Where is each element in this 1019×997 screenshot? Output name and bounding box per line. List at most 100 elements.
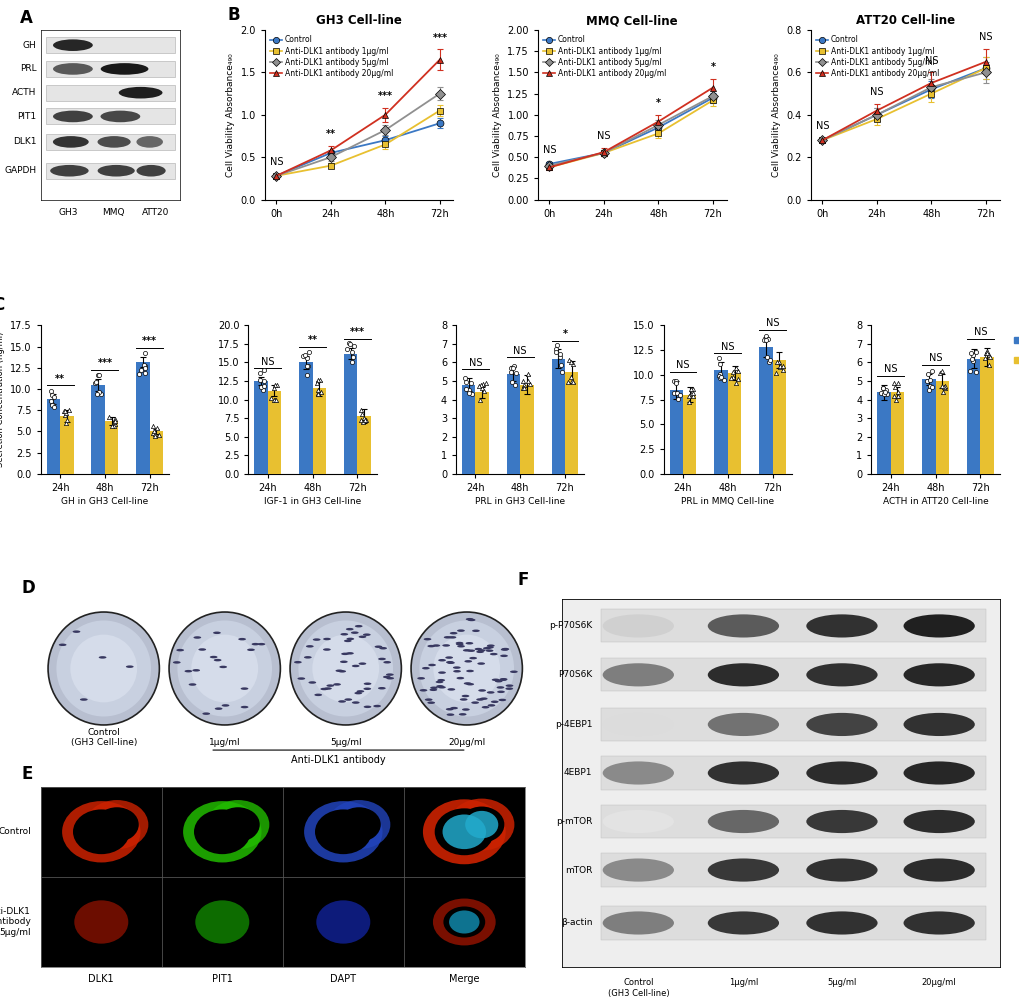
- Circle shape: [501, 648, 508, 650]
- Text: NS: NS: [269, 158, 283, 167]
- Circle shape: [459, 713, 466, 716]
- Point: [887, 392, 903, 408]
- Circle shape: [449, 707, 458, 709]
- Circle shape: [457, 645, 465, 647]
- Ellipse shape: [903, 810, 974, 833]
- Point: [90, 367, 106, 383]
- Text: 5µg/ml: 5µg/ml: [826, 978, 856, 987]
- Ellipse shape: [411, 612, 522, 725]
- Circle shape: [173, 661, 180, 664]
- Circle shape: [455, 643, 464, 645]
- Ellipse shape: [194, 810, 251, 854]
- Circle shape: [427, 702, 435, 704]
- Circle shape: [125, 665, 133, 668]
- Ellipse shape: [183, 802, 261, 862]
- Ellipse shape: [315, 810, 371, 854]
- Circle shape: [313, 638, 320, 641]
- Point: [146, 423, 162, 439]
- Circle shape: [304, 656, 312, 659]
- Ellipse shape: [70, 635, 137, 702]
- Ellipse shape: [443, 906, 485, 937]
- Point: [712, 369, 729, 385]
- Point: [58, 405, 74, 421]
- Text: D: D: [21, 579, 35, 597]
- Point: [520, 366, 536, 382]
- Point: [43, 394, 59, 410]
- Ellipse shape: [602, 810, 674, 833]
- Circle shape: [378, 658, 385, 660]
- Bar: [565, 372, 578, 474]
- Circle shape: [499, 655, 507, 657]
- Point: [358, 412, 374, 428]
- Point: [297, 347, 313, 363]
- Point: [522, 377, 538, 393]
- Ellipse shape: [442, 815, 486, 849]
- Legend: Control, Anti-DLK1 antibody 1µg/ml, Anti-DLK1 antibody 5µg/ml, Anti-DLK1 antibod: Control, Anti-DLK1 antibody 1µg/ml, Anti…: [269, 34, 394, 80]
- Text: DAPT: DAPT: [330, 974, 356, 984]
- Circle shape: [460, 698, 467, 701]
- Point: [980, 349, 997, 365]
- Ellipse shape: [903, 663, 974, 686]
- Ellipse shape: [805, 663, 876, 686]
- Bar: [772, 360, 786, 474]
- Ellipse shape: [707, 663, 779, 686]
- Bar: [551, 359, 565, 474]
- Circle shape: [293, 661, 302, 663]
- Bar: [162, 877, 282, 967]
- Circle shape: [496, 691, 504, 693]
- Ellipse shape: [903, 762, 974, 785]
- Point: [353, 412, 369, 428]
- Circle shape: [189, 683, 197, 686]
- Circle shape: [221, 704, 229, 707]
- Ellipse shape: [118, 87, 162, 99]
- Point: [46, 399, 62, 415]
- Ellipse shape: [707, 614, 779, 637]
- Ellipse shape: [903, 713, 974, 736]
- Text: **: **: [308, 335, 317, 345]
- Point: [477, 375, 493, 391]
- Ellipse shape: [48, 612, 159, 725]
- Point: [547, 341, 564, 357]
- Ellipse shape: [53, 111, 93, 123]
- Point: [684, 386, 700, 402]
- Point: [564, 374, 580, 390]
- Point: [256, 373, 272, 389]
- Point: [728, 375, 744, 391]
- Point: [559, 374, 576, 390]
- Text: DLK1: DLK1: [13, 138, 37, 147]
- Circle shape: [339, 661, 347, 663]
- Circle shape: [422, 667, 429, 669]
- Point: [921, 378, 937, 394]
- Circle shape: [510, 671, 518, 673]
- Ellipse shape: [98, 136, 130, 148]
- Circle shape: [445, 656, 452, 659]
- Point: [890, 384, 906, 400]
- Text: NS: NS: [869, 88, 882, 98]
- X-axis label: PRL in GH3 Cell-line: PRL in GH3 Cell-line: [475, 497, 565, 505]
- Point: [354, 407, 370, 423]
- Circle shape: [193, 669, 200, 672]
- Bar: [46, 134, 174, 150]
- Point: [312, 372, 328, 388]
- Bar: [600, 658, 985, 691]
- Circle shape: [352, 701, 360, 704]
- Y-axis label: Cell Viability Absorbance₄₉₀: Cell Viability Absorbance₄₉₀: [226, 53, 234, 176]
- Circle shape: [214, 659, 221, 661]
- Point: [44, 387, 60, 403]
- Bar: [46, 37, 174, 53]
- Point: [310, 372, 326, 388]
- Circle shape: [252, 643, 259, 645]
- Circle shape: [306, 645, 314, 648]
- Circle shape: [463, 649, 470, 652]
- Point: [725, 364, 741, 380]
- Bar: [600, 805, 985, 838]
- Point: [353, 402, 369, 418]
- Point: [515, 373, 531, 389]
- Circle shape: [419, 689, 427, 692]
- Circle shape: [477, 662, 485, 665]
- Text: **: **: [55, 374, 65, 384]
- Ellipse shape: [707, 858, 779, 881]
- Point: [299, 367, 315, 383]
- Text: ATT20: ATT20: [142, 208, 169, 217]
- Circle shape: [357, 690, 364, 693]
